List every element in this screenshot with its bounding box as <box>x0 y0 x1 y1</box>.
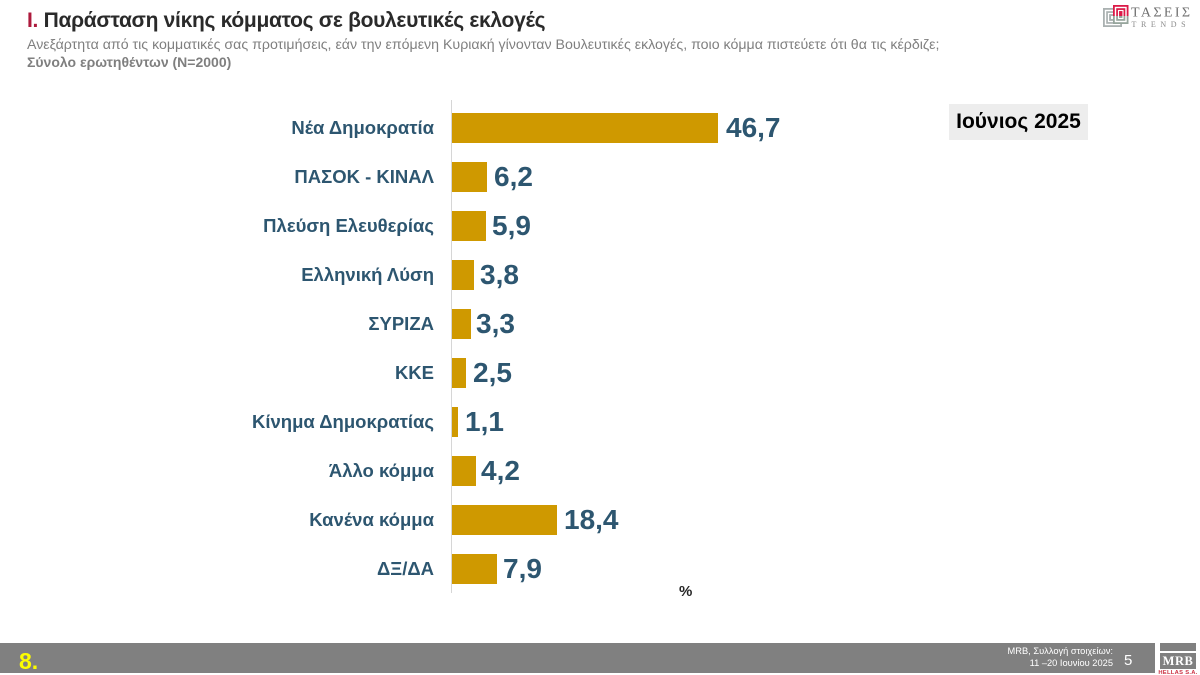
svg-text:TRENDS: TRENDS <box>1132 20 1191 29</box>
svg-text:ΤΑΣΕΙΣ: ΤΑΣΕΙΣ <box>1131 6 1192 21</box>
